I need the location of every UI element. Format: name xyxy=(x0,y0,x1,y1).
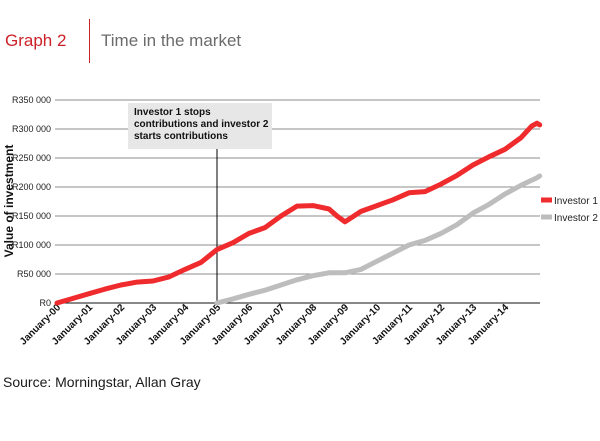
annotation-text: Investor 1 stops xyxy=(134,107,211,118)
series-lines xyxy=(54,120,543,306)
legend-label: Investor 2 xyxy=(554,213,598,224)
y-tick-label: R0 xyxy=(39,298,51,308)
series-line-investor-1 xyxy=(54,120,543,306)
y-tick-label: R100 000 xyxy=(12,240,51,250)
series-line-investor-2 xyxy=(214,173,543,306)
y-tick-label: R350 000 xyxy=(12,95,51,105)
x-axis-ticks: January-00January-01January-02January-03… xyxy=(18,302,511,347)
legend: Investor 1 Investor 2 xyxy=(541,196,598,224)
chart-title: Time in the market xyxy=(101,31,242,50)
y-tick-label: R200 000 xyxy=(12,182,51,192)
source-note: Source: Morningstar, Allan Gray xyxy=(3,374,201,390)
gridlines xyxy=(55,99,540,304)
legend-item-investor-2: Investor 2 xyxy=(541,213,598,224)
y-tick-label: R300 000 xyxy=(12,124,51,134)
legend-label: Investor 1 xyxy=(554,196,598,207)
annotation-text: contributions and investor 2 xyxy=(134,119,269,130)
annotation-text: starts contributions xyxy=(134,131,228,142)
annotation-box xyxy=(128,103,272,149)
y-tick-label: R50 000 xyxy=(17,269,51,279)
y-axis-ticks: R0 R50 000 R100 000 R150 000 R200 000 R250 00… xyxy=(12,95,51,308)
header-divider xyxy=(89,19,90,63)
y-tick-label: R250 000 xyxy=(12,153,51,163)
legend-item-investor-1: Investor 1 xyxy=(541,196,598,207)
y-tick-label: R150 000 xyxy=(12,211,51,221)
y-axis-title: Value of investment xyxy=(2,145,16,258)
graph-label: Graph 2 xyxy=(5,31,67,50)
